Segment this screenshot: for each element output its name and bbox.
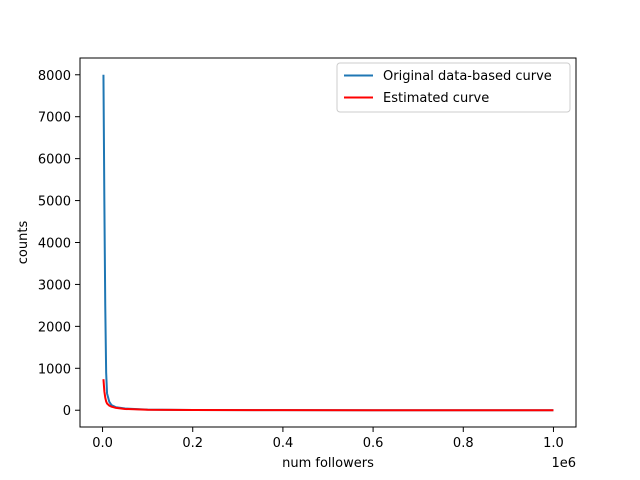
y-tick-label: 8000 [38, 69, 71, 84]
legend-box [336, 62, 571, 113]
series-estimated-line [102, 379, 554, 412]
y-axis-label: counts [16, 221, 31, 265]
legend: Original data-based curve Estimated curv… [336, 62, 571, 113]
y-tick-label: 2000 [38, 320, 71, 335]
x-tick-label: 0.8 [453, 436, 474, 451]
x-tick-label: 0.0 [92, 436, 113, 451]
legend-label-estimated: Estimated curve [383, 91, 489, 106]
y-tick-label: 7000 [38, 111, 71, 126]
legend-label-original: Original data-based curve [383, 69, 552, 84]
x-axis-offset-label: 1e6 [551, 456, 576, 471]
x-tick-label: 1.0 [543, 436, 564, 451]
y-tick-label: 0 [63, 404, 71, 419]
y-tick-label: 4000 [38, 237, 71, 252]
x-tick-label: 0.4 [273, 436, 294, 451]
series-layer [102, 74, 554, 412]
y-tick-label: 1000 [38, 362, 71, 377]
y-axis: 0 1000 2000 3000 4000 5000 6000 7000 8000 [38, 69, 80, 419]
x-tick-label: 0.6 [363, 436, 384, 451]
y-tick-label: 3000 [38, 278, 71, 293]
x-tick-label: 0.2 [182, 436, 203, 451]
x-axis: 0.0 0.2 0.4 0.6 0.8 1.0 [92, 427, 564, 451]
x-axis-label: num followers [282, 456, 374, 471]
y-tick-label: 6000 [38, 153, 71, 168]
y-tick-label: 5000 [38, 195, 71, 210]
